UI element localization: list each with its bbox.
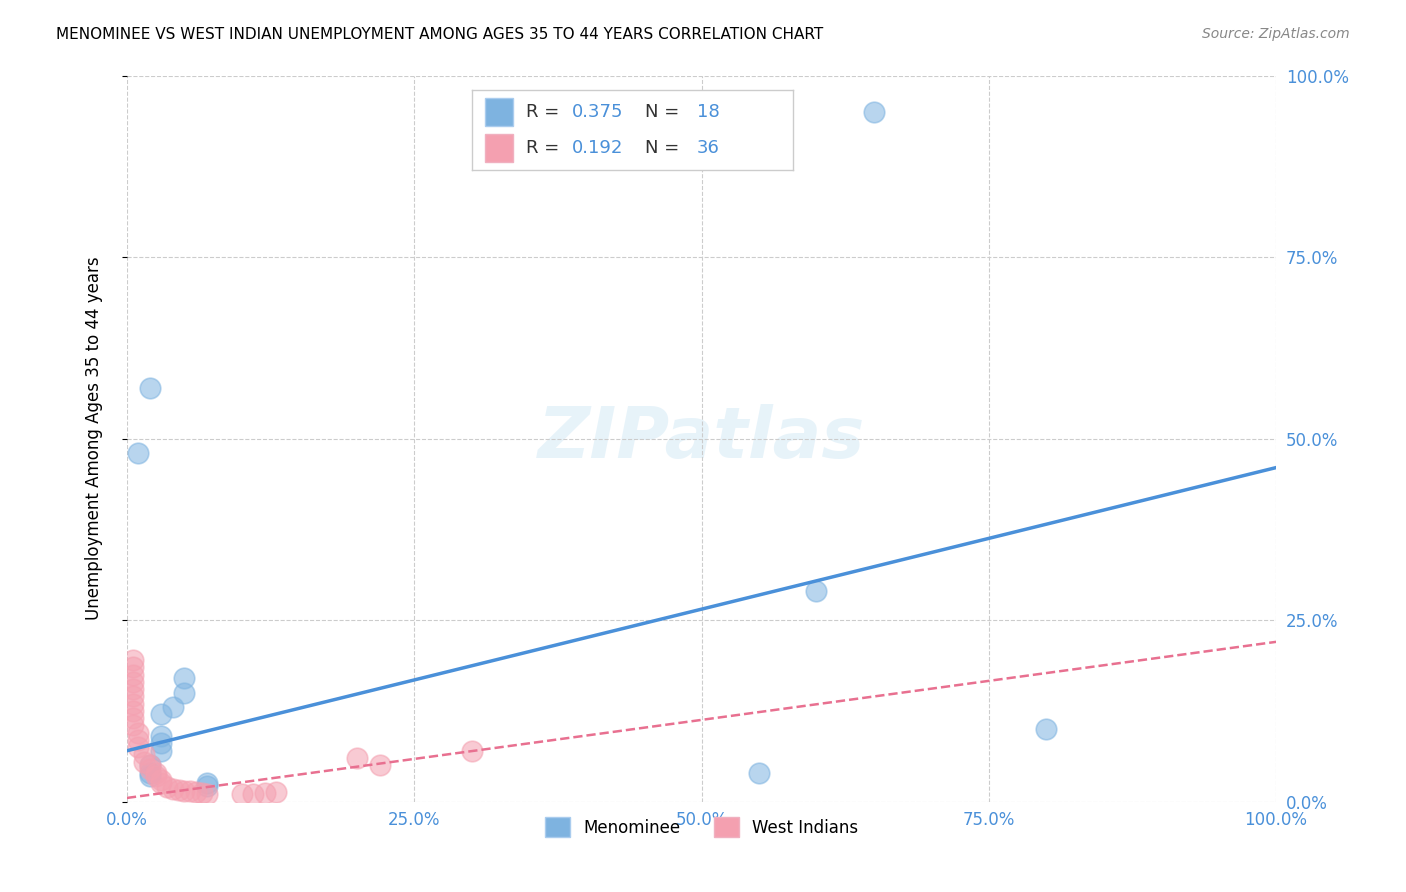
Point <box>173 783 195 797</box>
Point <box>139 758 162 772</box>
Point <box>121 690 143 704</box>
Point <box>121 674 143 689</box>
Point <box>121 653 143 667</box>
Point <box>139 758 162 772</box>
Text: MENOMINEE VS WEST INDIAN UNEMPLOYMENT AMONG AGES 35 TO 44 YEARS CORRELATION CHAR: MENOMINEE VS WEST INDIAN UNEMPLOYMENT AM… <box>56 27 824 42</box>
Point <box>184 785 207 799</box>
Point <box>253 786 276 800</box>
Point <box>173 686 195 700</box>
Point <box>1035 722 1057 736</box>
Point <box>167 783 190 797</box>
Point <box>134 755 156 769</box>
Point <box>121 667 143 681</box>
Point <box>134 747 156 762</box>
Text: Source: ZipAtlas.com: Source: ZipAtlas.com <box>1202 27 1350 41</box>
Point <box>139 762 162 776</box>
Point <box>121 681 143 696</box>
Point <box>150 772 173 787</box>
Point <box>346 751 368 765</box>
Point <box>242 787 264 801</box>
Point <box>121 718 143 732</box>
Point <box>368 758 391 772</box>
Legend: Menominee, West Indians: Menominee, West Indians <box>538 811 865 844</box>
Y-axis label: Unemployment Among Ages 35 to 44 years: Unemployment Among Ages 35 to 44 years <box>86 257 103 620</box>
Point <box>127 725 149 739</box>
Point <box>266 785 288 799</box>
Point <box>150 707 173 722</box>
Point <box>806 584 828 599</box>
Point <box>121 660 143 674</box>
Point <box>150 729 173 743</box>
Point <box>121 704 143 718</box>
Point <box>460 744 482 758</box>
Point <box>162 700 184 714</box>
Point <box>150 776 173 790</box>
Point <box>139 381 162 395</box>
Point <box>145 765 167 780</box>
Point <box>150 744 173 758</box>
Point <box>195 779 218 793</box>
Point <box>173 671 195 685</box>
Point <box>748 765 770 780</box>
Point <box>145 769 167 783</box>
Point <box>231 787 253 801</box>
Point <box>121 697 143 711</box>
Point <box>127 740 149 755</box>
Point <box>127 446 149 460</box>
Point <box>162 781 184 796</box>
Point <box>121 711 143 725</box>
Point <box>139 769 162 783</box>
Point <box>139 765 162 780</box>
Point <box>179 784 201 798</box>
Point <box>190 786 212 800</box>
Text: ZIPatlas: ZIPatlas <box>538 404 865 473</box>
Point <box>127 732 149 747</box>
Point <box>863 104 886 119</box>
Point <box>195 776 218 790</box>
Point <box>195 787 218 801</box>
Point <box>156 780 179 794</box>
Point <box>150 737 173 751</box>
